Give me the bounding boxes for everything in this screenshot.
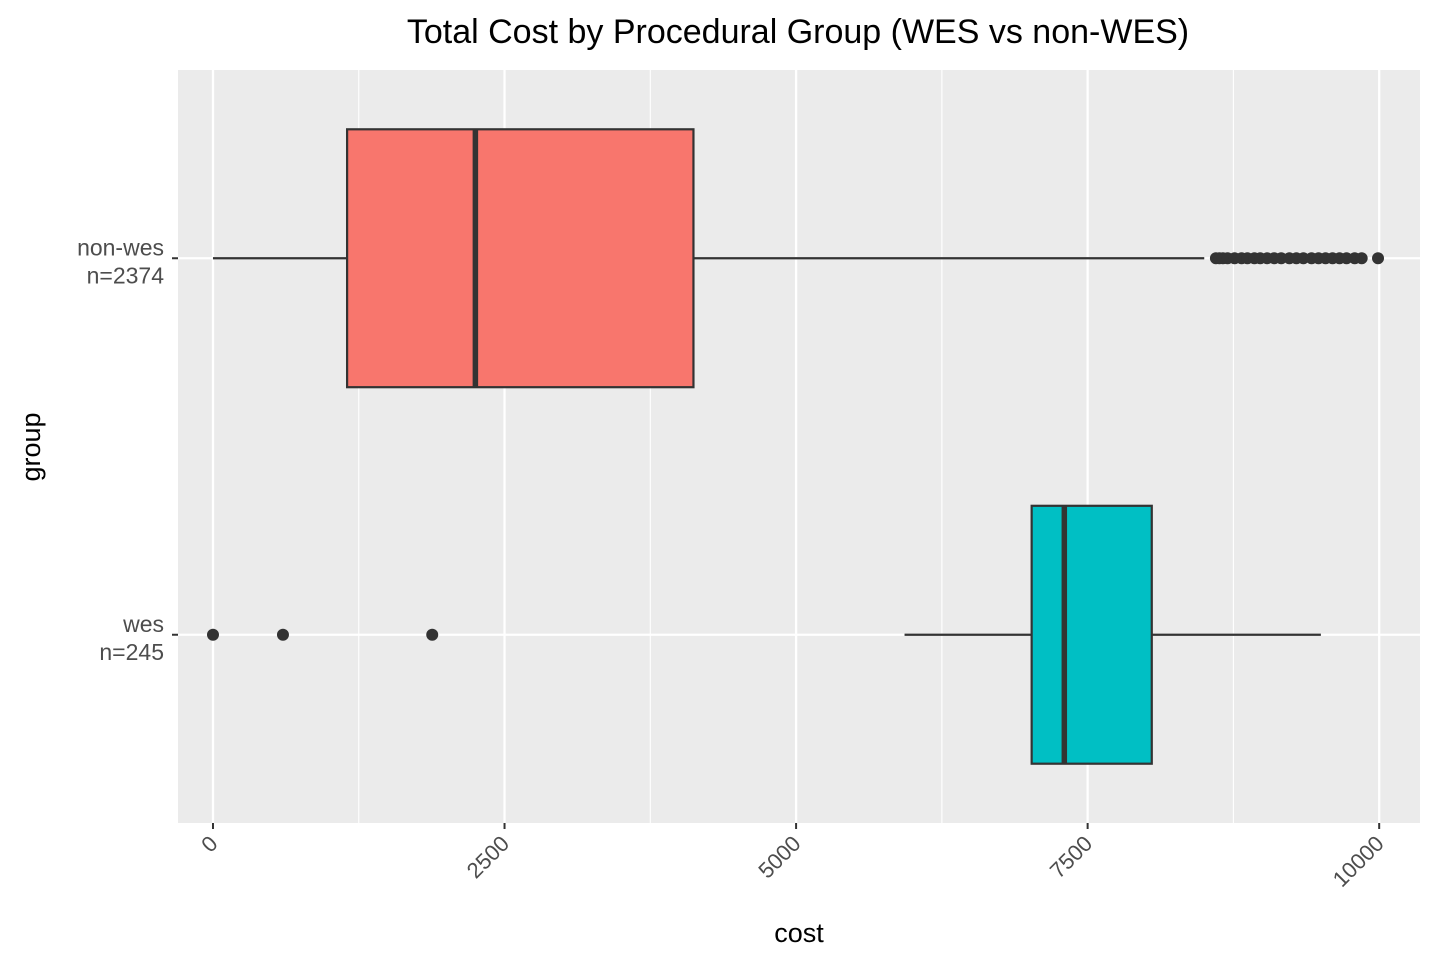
iqr-box — [345, 128, 695, 389]
y-category-label: non-wes — [77, 234, 164, 260]
y-axis-title: group — [16, 412, 46, 481]
x-tick-label: 5000 — [753, 831, 805, 883]
outlier-point — [206, 628, 219, 641]
y-category-label: wes — [122, 611, 164, 637]
outlier-point — [1372, 252, 1385, 265]
box-layer — [206, 128, 1385, 765]
outlier-point — [1355, 252, 1368, 265]
iqr-box — [1030, 504, 1153, 765]
x-tick-label: 0 — [196, 831, 222, 857]
x-tick-label: 7500 — [1045, 831, 1097, 883]
outlier-point — [426, 628, 439, 641]
x-tick-label: 2500 — [462, 831, 514, 883]
x-axis: 0 2500 5000 7500 10000 — [196, 823, 1389, 892]
y-category-count-label: n=245 — [99, 639, 164, 665]
y-category-count-label: n=2374 — [87, 262, 165, 288]
x-tick-label: 10000 — [1328, 831, 1389, 892]
chart-title: Total Cost by Procedural Group (WES vs n… — [407, 13, 1189, 51]
x-axis-title: cost — [774, 918, 824, 948]
outlier-point — [276, 628, 289, 641]
